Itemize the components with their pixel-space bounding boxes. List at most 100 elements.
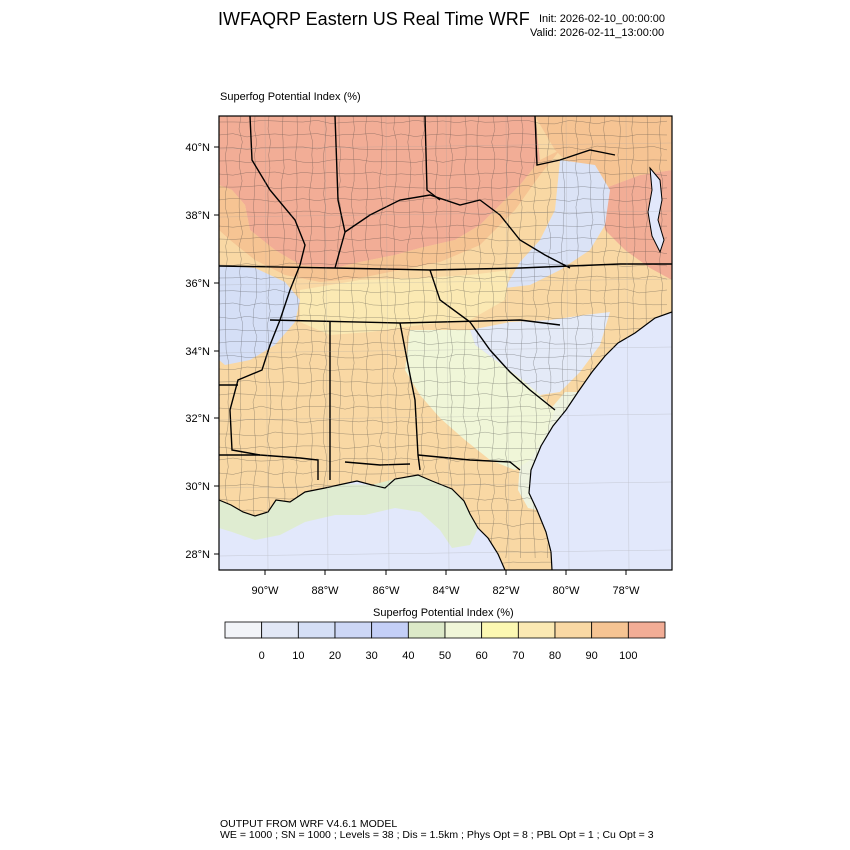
county-line	[322, 116, 328, 559]
orange-belt-north	[219, 150, 560, 282]
colorbar-swatch	[407, 621, 446, 639]
colorbar-swatch	[224, 621, 263, 639]
footer-config-line: WE = 1000 ; SN = 1000 ; Levels = 38 ; Di…	[220, 829, 654, 841]
lon-label: 90°W	[251, 585, 279, 597]
graticule-lat	[219, 413, 672, 421]
county-line	[219, 353, 668, 359]
county-line	[224, 116, 230, 559]
lon-label: 80°W	[552, 585, 580, 597]
county-line	[238, 116, 243, 559]
init-time: Init: 2026-02-10_00:00:00	[539, 13, 665, 25]
county-line	[219, 145, 668, 151]
county-line	[219, 327, 668, 333]
county-line	[219, 314, 668, 320]
county-line	[219, 119, 668, 125]
lat-label: 38°N	[185, 210, 210, 222]
county-line	[219, 185, 668, 190]
lon-label: 82°W	[492, 585, 520, 597]
colorbar-swatch	[627, 621, 666, 639]
gulf-shelf-band	[219, 475, 478, 548]
graticule-lon	[385, 116, 390, 570]
page-title: IWFAQRP Eastern US Real Time WRF	[218, 9, 530, 29]
coastline	[219, 311, 672, 570]
graticule-lat	[219, 142, 672, 150]
graticule-lon	[505, 116, 510, 570]
colorbar-swatch	[444, 621, 483, 639]
colorbar-label: 50	[439, 650, 451, 662]
lon-label: 88°W	[311, 585, 339, 597]
moderate-index-georgia	[405, 330, 555, 470]
county-line	[281, 116, 286, 559]
county-line	[476, 116, 482, 559]
graticule-lat	[219, 549, 672, 557]
graticule-lat	[219, 481, 672, 489]
lat-label: 40°N	[185, 142, 210, 154]
lon-label: 84°W	[432, 585, 460, 597]
colorbar-swatch	[591, 621, 629, 639]
colorbar-swatch	[371, 621, 409, 639]
colorbar-swatch	[297, 621, 336, 639]
low-index-mississippi-valley	[219, 265, 300, 365]
lat-label: 32°N	[185, 413, 210, 425]
graticule-lines	[219, 116, 672, 570]
low-index-carolinas	[470, 312, 610, 395]
county-line	[308, 116, 314, 559]
moderate-index-tennessee	[300, 270, 510, 335]
county-line	[267, 116, 272, 559]
colorbar-swatch	[554, 621, 593, 639]
colorbar-swatch	[481, 621, 519, 639]
colorbar-label: 20	[329, 650, 341, 662]
colorbar-label: 0	[259, 650, 265, 662]
graticule-lat	[219, 346, 672, 354]
county-line	[252, 116, 258, 559]
graticule-lon	[445, 116, 450, 570]
county-line	[219, 171, 668, 176]
colorbar-label: 80	[549, 650, 561, 662]
county-line	[295, 116, 300, 559]
county-line	[448, 116, 454, 559]
county-line	[219, 224, 667, 229]
lat-label: 36°N	[185, 278, 210, 290]
graticule-lon	[625, 116, 630, 570]
field-title: Superfog Potential Index (%)	[220, 91, 361, 103]
graticule-lon	[264, 116, 269, 570]
colorbar: 0 10 20 30 40 50 60 70 80 90 100	[224, 621, 666, 662]
low-index-appalachian	[505, 160, 610, 288]
colorbar-swatch	[517, 621, 556, 639]
footer-model-line: OUTPUT FROM WRF V4.6.1 MODEL	[220, 818, 398, 830]
chesapeake-bay	[647, 166, 665, 254]
state-boundaries	[219, 116, 672, 480]
graticule-lat	[219, 210, 672, 218]
county-line	[219, 275, 668, 280]
colorbar-label: 60	[476, 650, 488, 662]
county-line	[219, 210, 668, 215]
colorbar-label: 40	[402, 650, 414, 662]
county-line	[219, 237, 668, 242]
county-line	[519, 116, 524, 559]
lat-label: 28°N	[185, 549, 210, 561]
county-line	[219, 158, 668, 163]
latitude-axis: 40°N 38°N 36°N 34°N 32°N 30°N 28°N	[185, 142, 219, 561]
colorbar-label: 90	[586, 650, 598, 662]
colorbar-label: 70	[512, 650, 524, 662]
county-line	[219, 132, 668, 138]
colorbar-label: 30	[366, 650, 378, 662]
lat-label: 30°N	[185, 481, 210, 493]
colorbar-swatch	[261, 621, 299, 639]
graticule-lat	[219, 278, 672, 286]
lon-label: 86°W	[372, 585, 400, 597]
lat-label: 34°N	[185, 346, 210, 358]
colorbar-title: Superfog Potential Index (%)	[373, 607, 514, 619]
county-line	[462, 116, 467, 559]
lon-label: 78°W	[612, 585, 640, 597]
county-line	[219, 341, 668, 346]
graticule-lon	[565, 116, 570, 570]
county-line	[219, 288, 668, 294]
longitude-axis: 90°W 88°W 86°W 84°W 82°W 80°W 78°W	[251, 570, 640, 597]
map-plot-area	[219, 116, 672, 570]
colorbar-label: 10	[292, 650, 304, 662]
county-line	[219, 366, 668, 372]
colorbar-label: 100	[619, 650, 637, 662]
valid-time: Valid: 2026-02-11_13:00:00	[530, 27, 665, 39]
